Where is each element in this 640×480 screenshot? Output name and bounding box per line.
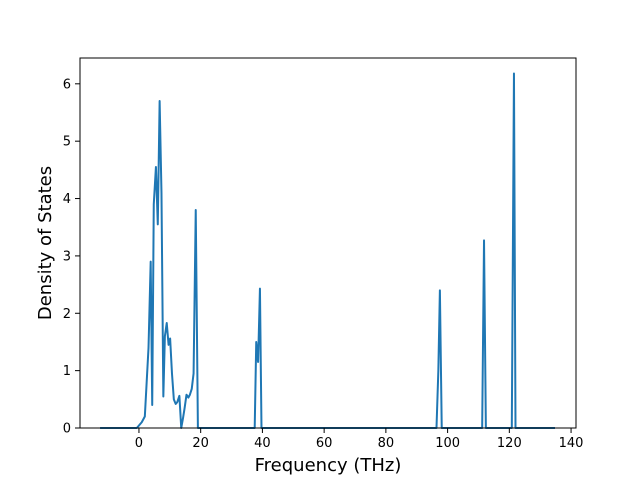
- y-axis: 0 1 2 3 4 5 6: [63, 77, 80, 437]
- x-tick-label: 0: [135, 436, 143, 451]
- x-tick-label: 40: [254, 436, 271, 451]
- x-axis-label: Frequency (THz): [255, 455, 402, 476]
- y-tick-label: 2: [63, 307, 71, 322]
- y-tick-label: 4: [63, 192, 71, 207]
- y-tick-label: 6: [63, 77, 71, 92]
- x-axis: 0 20 40 60 80 100 120 140: [135, 428, 584, 451]
- y-tick-label: 3: [63, 249, 71, 264]
- y-tick-label: 5: [63, 135, 71, 150]
- y-axis-label: Density of States: [35, 166, 56, 320]
- dos-series-line: [100, 72, 556, 429]
- x-tick-label: 20: [192, 436, 209, 451]
- x-tick-label: 80: [378, 436, 395, 451]
- x-tick-label: 100: [435, 436, 460, 451]
- y-tick-label: 0: [63, 422, 71, 437]
- x-tick-label: 140: [559, 436, 584, 451]
- x-tick-label: 120: [497, 436, 522, 451]
- y-tick-label: 1: [63, 364, 71, 379]
- axes-frame: [79, 57, 577, 429]
- x-tick-label: 60: [316, 436, 333, 451]
- plot-area: [100, 72, 556, 429]
